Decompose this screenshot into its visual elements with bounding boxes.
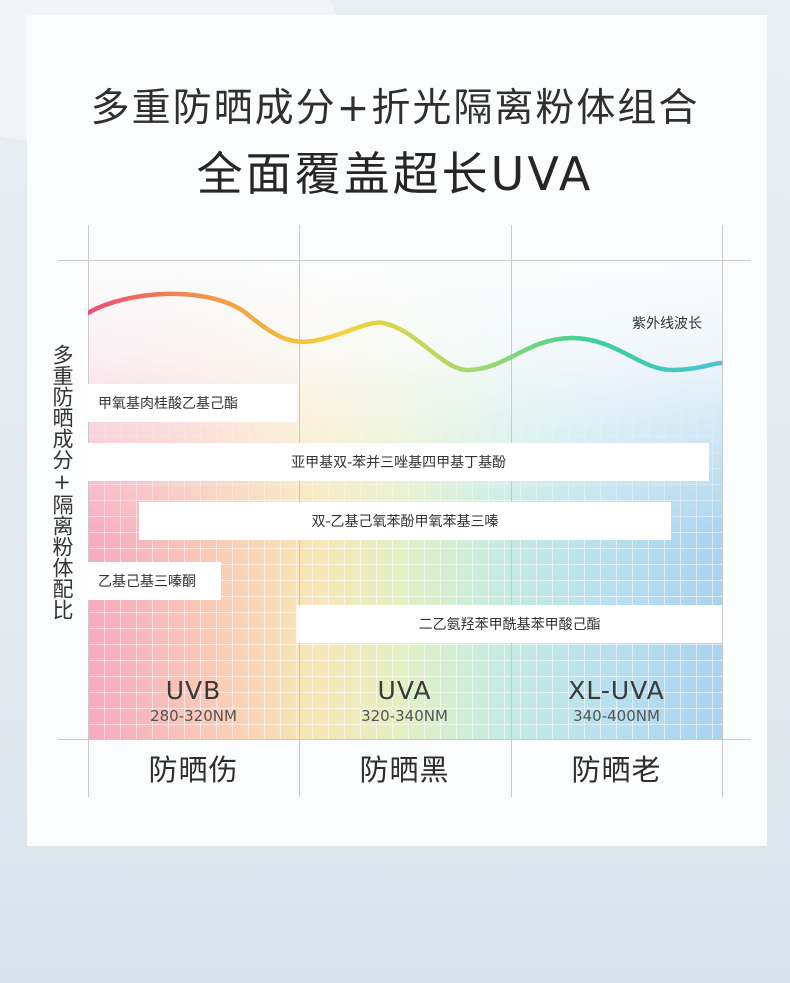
wave-label: 紫外线波长	[632, 316, 702, 332]
ingredient-bar: 二乙氨羟苯甲酰基苯甲酸己酯	[297, 605, 722, 643]
band-name: UVB	[165, 676, 222, 705]
band-range: 280-320NM	[150, 707, 237, 725]
ingredient-bar: 双-乙基己氧苯酚甲氧苯基三嗪	[138, 502, 672, 540]
page-subtitle: 全面覆盖超长UVA	[196, 147, 594, 201]
divider-line-0	[88, 225, 89, 797]
band-name: UVA	[377, 676, 432, 705]
bottom-gridline	[58, 739, 751, 740]
grid-pattern	[88, 260, 722, 739]
y-axis-label: 多重防晒成分+隔离粉体配比	[50, 344, 74, 620]
page-title: 多重防晒成分+折光隔离粉体组合	[90, 86, 700, 131]
effect-label-aging: 防晒老	[571, 753, 662, 787]
coverage-chart-area	[88, 260, 722, 739]
effect-label-sunburn: 防晒伤	[148, 753, 239, 787]
ingredient-bar: 甲氧基肉桂酸乙基己酯	[88, 384, 298, 422]
band-uvb: UVB 280-320NM	[88, 676, 299, 725]
divider-line-3	[722, 225, 723, 797]
band-range: 340-400NM	[573, 707, 660, 725]
band-uva: UVA 320-340NM	[299, 676, 510, 725]
uv-wavelength-curve	[88, 291, 722, 373]
effect-label-tanning: 防晒黑	[359, 753, 450, 787]
ingredient-bar: 亚甲基双-苯并三唑基四甲基丁基酚	[88, 443, 710, 481]
ingredient-bar: 乙基己基三嗪酮	[88, 562, 222, 600]
band-range: 320-340NM	[361, 707, 448, 725]
wave-path	[88, 291, 722, 373]
band-name: XL-UVA	[568, 676, 665, 705]
band-xl-uva: XL-UVA 340-400NM	[511, 676, 722, 725]
top-gridline	[58, 260, 751, 261]
